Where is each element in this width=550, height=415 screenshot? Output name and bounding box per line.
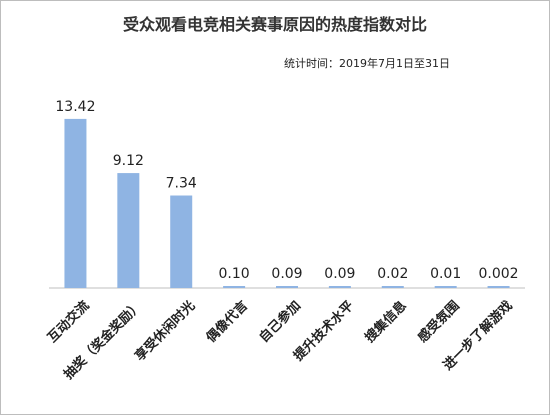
data-label: 0.09 [324,266,355,282]
bar [276,286,298,288]
data-label: 7.34 [166,176,197,192]
data-label: 9.12 [113,153,144,169]
bar [381,286,404,288]
bar [328,286,351,288]
bar [64,118,87,289]
data-label: 13.42 [55,99,95,115]
data-label: 0.09 [271,266,302,282]
data-label: 0.02 [377,266,408,282]
data-label: 0.01 [430,266,461,282]
category-tick-label: 互动交流 [44,298,92,346]
category-tick-label: 感受氛围 [415,298,463,346]
category-tick-label: 搜集信息 [362,298,410,346]
category-tick-label: 自己参加 [256,298,304,346]
category-tick-label: 偶像代言 [203,298,251,346]
bar [223,286,246,288]
bar [170,195,193,288]
chart-title: 受众观看电竞相关赛事原因的热度指数对比 [122,15,427,34]
bar [487,286,510,288]
bar [434,286,457,288]
data-label: 0.002 [479,266,519,282]
bar [117,173,140,288]
chart-note: 统计时间：2019年7月1日至31日 [284,57,450,70]
data-label: 0.10 [219,266,250,282]
